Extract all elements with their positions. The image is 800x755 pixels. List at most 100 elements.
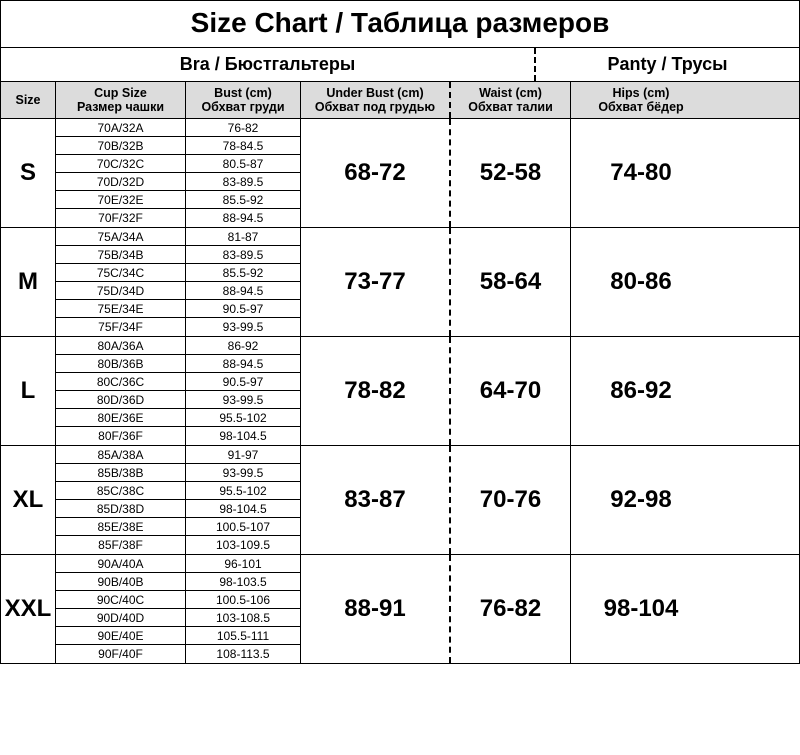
under-bust-value: 68-72: [301, 119, 451, 227]
header-size: Size: [1, 82, 56, 118]
bust-value: 83-89.5: [186, 246, 300, 264]
bust-value: 81-87: [186, 228, 300, 246]
under-bust-value: 73-77: [301, 228, 451, 336]
bust-value: 93-99.5: [186, 391, 300, 409]
cup-value: 80E/36E: [56, 409, 185, 427]
header-waist-ru: Обхват талии: [453, 100, 568, 114]
bust-value: 98-103.5: [186, 573, 300, 591]
cup-value: 90E/40E: [56, 627, 185, 645]
bust-value: 85.5-92: [186, 264, 300, 282]
bust-value: 88-94.5: [186, 282, 300, 300]
cup-value: 90D/40D: [56, 609, 185, 627]
bust-value: 98-104.5: [186, 427, 300, 445]
cup-value: 70B/32B: [56, 137, 185, 155]
header-hips-ru: Обхват бёдер: [573, 100, 709, 114]
bust-value: 95.5-102: [186, 482, 300, 500]
hips-value: 98-104: [571, 555, 711, 663]
bust-column: 91-9793-99.595.5-10298-104.5100.5-107103…: [186, 446, 301, 554]
size-label: L: [1, 337, 56, 445]
bust-value: 91-97: [186, 446, 300, 464]
size-label: XXL: [1, 555, 56, 663]
cup-value: 75B/34B: [56, 246, 185, 264]
header-cup-ru: Размер чашки: [58, 100, 183, 114]
size-chart-container: Size Chart / Таблица размеров Bra / Бюст…: [0, 0, 800, 664]
cup-value: 70D/32D: [56, 173, 185, 191]
cup-value: 80C/36C: [56, 373, 185, 391]
bust-value: 86-92: [186, 337, 300, 355]
cup-value: 75A/34A: [56, 228, 185, 246]
bust-value: 90.5-97: [186, 300, 300, 318]
header-under: Under Bust (cm) Обхват под грудью: [301, 82, 451, 118]
bust-value: 93-99.5: [186, 464, 300, 482]
table-row: XL85A/38A85B/38B85C/38C85D/38D85E/38E85F…: [1, 446, 799, 555]
hips-value: 92-98: [571, 446, 711, 554]
bust-value: 108-113.5: [186, 645, 300, 663]
hips-value: 86-92: [571, 337, 711, 445]
cup-value: 75C/34C: [56, 264, 185, 282]
cup-value: 90A/40A: [56, 555, 185, 573]
cup-value: 70C/32C: [56, 155, 185, 173]
cup-value: 75D/34D: [56, 282, 185, 300]
table-row: XXL90A/40A90B/40B90C/40C90D/40D90E/40E90…: [1, 555, 799, 663]
waist-value: 64-70: [451, 337, 571, 445]
bust-value: 88-94.5: [186, 209, 300, 227]
bust-value: 76-82: [186, 119, 300, 137]
cup-column: 70A/32A70B/32B70C/32C70D/32D70E/32E70F/3…: [56, 119, 186, 227]
cup-value: 90B/40B: [56, 573, 185, 591]
under-bust-value: 78-82: [301, 337, 451, 445]
bust-value: 85.5-92: [186, 191, 300, 209]
bust-value: 98-104.5: [186, 500, 300, 518]
size-label: S: [1, 119, 56, 227]
cup-value: 80D/36D: [56, 391, 185, 409]
header-under-ru: Обхват под грудью: [303, 100, 447, 114]
size-label: XL: [1, 446, 56, 554]
bust-value: 88-94.5: [186, 355, 300, 373]
chart-title: Size Chart / Таблица размеров: [1, 1, 799, 48]
bust-value: 103-109.5: [186, 536, 300, 554]
header-under-en: Under Bust (cm): [303, 86, 447, 100]
bust-column: 86-9288-94.590.5-9793-99.595.5-10298-104…: [186, 337, 301, 445]
bust-value: 103-108.5: [186, 609, 300, 627]
size-label: M: [1, 228, 56, 336]
hips-value: 80-86: [571, 228, 711, 336]
section-panty: Panty / Трусы: [536, 48, 799, 81]
bust-column: 81-8783-89.585.5-9288-94.590.5-9793-99.5: [186, 228, 301, 336]
bust-value: 90.5-97: [186, 373, 300, 391]
column-header-row: Size Cup Size Размер чашки Bust (cm) Обх…: [1, 82, 799, 119]
bust-value: 93-99.5: [186, 318, 300, 336]
cup-value: 85B/38B: [56, 464, 185, 482]
header-bust-ru: Обхват груди: [188, 100, 298, 114]
cup-value: 90F/40F: [56, 645, 185, 663]
waist-value: 58-64: [451, 228, 571, 336]
cup-value: 85E/38E: [56, 518, 185, 536]
cup-value: 85A/38A: [56, 446, 185, 464]
cup-value: 85C/38C: [56, 482, 185, 500]
bust-column: 76-8278-84.580.5-8783-89.585.5-9288-94.5: [186, 119, 301, 227]
cup-column: 90A/40A90B/40B90C/40C90D/40D90E/40E90F/4…: [56, 555, 186, 663]
header-hips: Hips (cm) Обхват бёдер: [571, 82, 711, 118]
cup-value: 75E/34E: [56, 300, 185, 318]
bust-value: 83-89.5: [186, 173, 300, 191]
header-bust: Bust (cm) Обхват груди: [186, 82, 301, 118]
cup-value: 80B/36B: [56, 355, 185, 373]
header-bust-en: Bust (cm): [188, 86, 298, 100]
cup-value: 85D/38D: [56, 500, 185, 518]
header-hips-en: Hips (cm): [573, 86, 709, 100]
cup-value: 85F/38F: [56, 536, 185, 554]
bust-value: 78-84.5: [186, 137, 300, 155]
cup-value: 75F/34F: [56, 318, 185, 336]
cup-value: 80F/36F: [56, 427, 185, 445]
table-row: S70A/32A70B/32B70C/32C70D/32D70E/32E70F/…: [1, 119, 799, 228]
bust-value: 80.5-87: [186, 155, 300, 173]
cup-value: 70E/32E: [56, 191, 185, 209]
cup-column: 75A/34A75B/34B75C/34C75D/34D75E/34E75F/3…: [56, 228, 186, 336]
header-waist: Waist (cm) Обхват талии: [451, 82, 571, 118]
header-cup: Cup Size Размер чашки: [56, 82, 186, 118]
cup-value: 80A/36A: [56, 337, 185, 355]
bust-value: 100.5-106: [186, 591, 300, 609]
cup-value: 70F/32F: [56, 209, 185, 227]
header-cup-en: Cup Size: [58, 86, 183, 100]
bust-value: 95.5-102: [186, 409, 300, 427]
bust-value: 100.5-107: [186, 518, 300, 536]
waist-value: 76-82: [451, 555, 571, 663]
